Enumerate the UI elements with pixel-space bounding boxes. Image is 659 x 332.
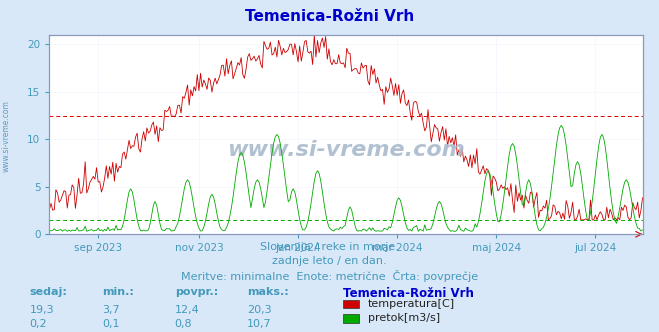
- Text: 0,1: 0,1: [102, 319, 120, 329]
- Text: 20,3: 20,3: [247, 305, 272, 315]
- Text: min.:: min.:: [102, 287, 134, 297]
- Text: maks.:: maks.:: [247, 287, 289, 297]
- Text: Slovenija / reke in morje.: Slovenija / reke in morje.: [260, 242, 399, 252]
- Text: Temenica-Rožni Vrh: Temenica-Rožni Vrh: [245, 9, 414, 24]
- Text: zadnje leto / en dan.: zadnje leto / en dan.: [272, 256, 387, 266]
- Text: Meritve: minimalne  Enote: metrične  Črta: povprečje: Meritve: minimalne Enote: metrične Črta:…: [181, 270, 478, 282]
- Text: 19,3: 19,3: [30, 305, 54, 315]
- Text: 0,8: 0,8: [175, 319, 192, 329]
- Text: sedaj:: sedaj:: [30, 287, 67, 297]
- Text: 0,2: 0,2: [30, 319, 47, 329]
- Text: www.si-vreme.com: www.si-vreme.com: [227, 140, 465, 160]
- Text: pretok[m3/s]: pretok[m3/s]: [368, 313, 440, 323]
- Text: temperatura[C]: temperatura[C]: [368, 299, 455, 309]
- Text: Temenica-Rožni Vrh: Temenica-Rožni Vrh: [343, 287, 474, 300]
- Text: 10,7: 10,7: [247, 319, 272, 329]
- Text: www.si-vreme.com: www.si-vreme.com: [2, 100, 11, 172]
- Text: povpr.:: povpr.:: [175, 287, 218, 297]
- Text: 3,7: 3,7: [102, 305, 120, 315]
- Text: 12,4: 12,4: [175, 305, 200, 315]
